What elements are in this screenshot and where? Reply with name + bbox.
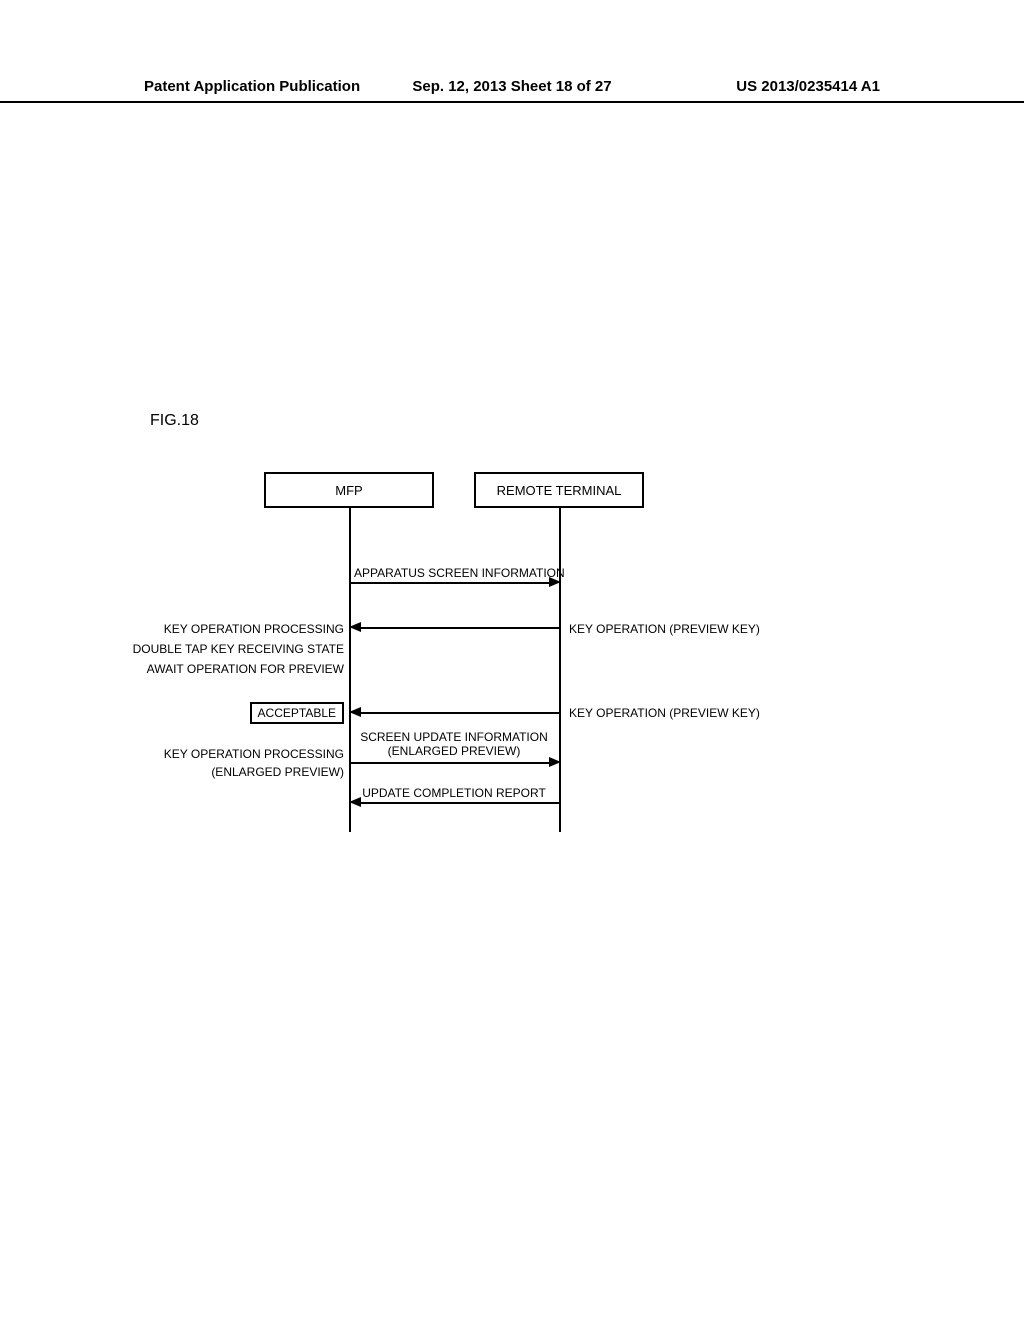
actor-remote-label: REMOTE TERMINAL bbox=[497, 483, 622, 498]
figure-label: FIG.18 bbox=[150, 412, 199, 430]
msg-key-op-2 bbox=[361, 712, 559, 714]
msg-key-op-1 bbox=[361, 627, 559, 629]
msg-label: APPARATUS SCREEN INFORMATION bbox=[354, 566, 554, 580]
right-annotation: KEY OPERATION (PREVIEW KEY) bbox=[569, 706, 760, 720]
msg-apparatus-screen bbox=[351, 582, 549, 584]
sequence-diagram: MFP REMOTE TERMINAL APPARATUS SCREEN INF… bbox=[144, 472, 884, 852]
lifeline-mfp bbox=[349, 508, 351, 832]
msg-update-complete bbox=[361, 802, 559, 804]
state-acceptable: ACCEPTABLE bbox=[250, 702, 344, 724]
actor-remote: REMOTE TERMINAL bbox=[474, 472, 644, 508]
left-annotation: KEY OPERATION PROCESSING bbox=[164, 622, 344, 636]
actor-mfp: MFP bbox=[264, 472, 434, 508]
msg-label: UPDATE COMPLETION REPORT bbox=[354, 786, 554, 800]
arrow-icon bbox=[349, 707, 361, 717]
left-annotation: DOUBLE TAP KEY RECEIVING STATE bbox=[133, 642, 344, 656]
left-annotation: KEY OPERATION PROCESSING bbox=[164, 747, 344, 761]
left-annotation: (ENLARGED PREVIEW) bbox=[211, 765, 344, 779]
header-left: Patent Application Publication bbox=[144, 78, 389, 95]
left-annotation: AWAIT OPERATION FOR PREVIEW bbox=[147, 662, 344, 676]
header-right: US 2013/0235414 A1 bbox=[635, 78, 880, 95]
msg-label: SCREEN UPDATE INFORMATION (ENLARGED PREV… bbox=[354, 730, 554, 759]
msg-screen-update bbox=[351, 762, 549, 764]
right-annotation: KEY OPERATION (PREVIEW KEY) bbox=[569, 622, 760, 636]
actor-mfp-label: MFP bbox=[335, 483, 362, 498]
arrow-icon bbox=[349, 622, 361, 632]
lifeline-remote bbox=[559, 508, 561, 832]
page-header: Patent Application Publication Sep. 12, … bbox=[0, 78, 1024, 103]
header-mid: Sep. 12, 2013 Sheet 18 of 27 bbox=[389, 78, 634, 95]
